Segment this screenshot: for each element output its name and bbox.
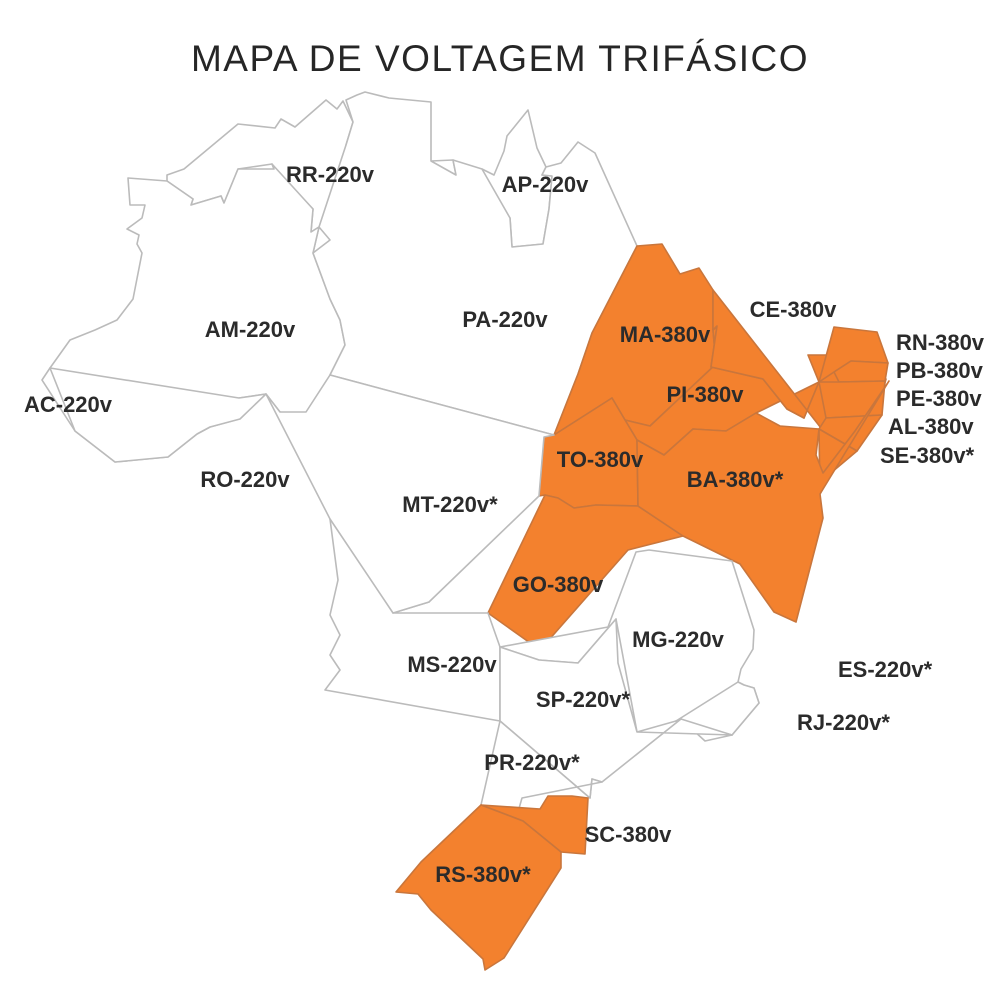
svg-text:RR-220v: RR-220v [286, 162, 375, 187]
svg-text:AL-380v: AL-380v [888, 414, 974, 439]
svg-text:SC-380v: SC-380v [585, 822, 673, 847]
svg-text:SE-380v*: SE-380v* [880, 443, 975, 468]
svg-text:AM-220v: AM-220v [205, 317, 296, 342]
svg-text:MG-220v: MG-220v [632, 627, 724, 652]
svg-text:PR-220v*: PR-220v* [484, 750, 580, 775]
svg-text:RO-220v: RO-220v [200, 467, 290, 492]
svg-text:MS-220v: MS-220v [407, 652, 497, 677]
svg-text:TO-380v: TO-380v [557, 447, 644, 472]
svg-text:PE-380v: PE-380v [896, 386, 982, 411]
svg-text:MA-380v: MA-380v [620, 322, 711, 347]
svg-text:RS-380v*: RS-380v* [435, 862, 531, 887]
svg-text:RJ-220v*: RJ-220v* [797, 710, 890, 735]
svg-text:SP-220v*: SP-220v* [536, 687, 631, 712]
svg-text:AP-220v: AP-220v [502, 172, 590, 197]
svg-text:RN-380v: RN-380v [896, 330, 985, 355]
svg-text:GO-380v: GO-380v [513, 572, 604, 597]
svg-text:BA-380v*: BA-380v* [687, 467, 784, 492]
svg-text:AC-220v: AC-220v [24, 392, 113, 417]
svg-text:CE-380v: CE-380v [750, 297, 838, 322]
svg-text:PI-380v: PI-380v [666, 382, 744, 407]
svg-text:MT-220v*: MT-220v* [402, 492, 498, 517]
svg-text:PA-220v: PA-220v [462, 307, 548, 332]
svg-text:PB-380v: PB-380v [896, 358, 984, 383]
svg-text:ES-220v*: ES-220v* [838, 657, 933, 682]
